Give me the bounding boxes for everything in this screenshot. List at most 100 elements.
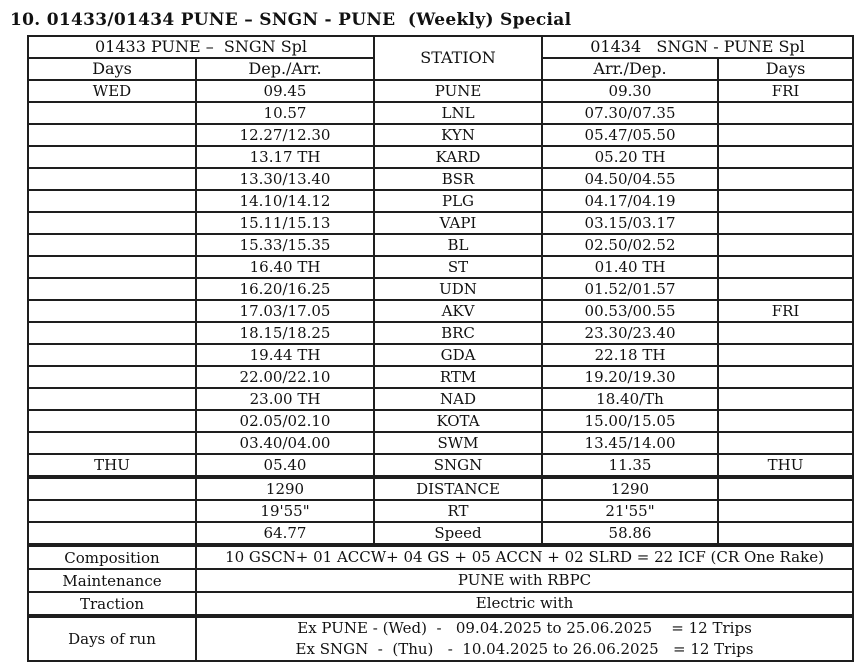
cell-arr-dep: 09.30 xyxy=(541,79,720,103)
cell-dep-arr: 64.77 xyxy=(194,521,376,546)
cell-days-outbound xyxy=(27,321,197,345)
cell-station: ST xyxy=(373,255,544,279)
info-row: Composition 10 GSCN+ 01 ACCW+ 04 GS + 05 … xyxy=(27,543,855,570)
table-row: 03.40/04.00 SWM 13.45/14.00 xyxy=(27,431,855,455)
cell-arr-dep: 07.30/07.35 xyxy=(541,101,720,125)
info-row-line: Ex PUNE - (Wed) - 09.04.2025 to 25.06.20… xyxy=(297,619,752,637)
cell-station: AKV xyxy=(373,299,544,323)
cell-dep-arr: 03.40/04.00 xyxy=(194,431,376,455)
cell-station: BL xyxy=(373,233,544,257)
cell-station: DISTANCE xyxy=(373,475,544,501)
table-row: 23.00 TH NAD 18.40/Th xyxy=(27,387,855,411)
table-row: WED 09.45 PUNE 09.30 FRI xyxy=(27,79,855,103)
cell-days-return xyxy=(717,189,855,213)
cell-station: KOTA xyxy=(373,409,544,433)
cell-days-return xyxy=(717,409,855,433)
table-row: 02.05/02.10 KOTA 15.00/15.05 xyxy=(27,409,855,433)
cell-days-outbound xyxy=(27,167,197,191)
table-row: 16.40 TH ST 01.40 TH xyxy=(27,255,855,279)
cell-arr-dep: 04.17/04.19 xyxy=(541,189,720,213)
cell-days-return xyxy=(717,145,855,169)
cell-dep-arr: 15.33/15.35 xyxy=(194,233,376,257)
cell-arr-dep: 00.53/00.55 xyxy=(541,299,720,323)
cell-station: Speed xyxy=(373,521,544,546)
cell-days-outbound xyxy=(27,123,197,147)
cell-station: BRC xyxy=(373,321,544,345)
cell-dep-arr: 15.11/15.13 xyxy=(194,211,376,235)
cell-dep-arr: 02.05/02.10 xyxy=(194,409,376,433)
cell-dep-arr: 23.00 TH xyxy=(194,387,376,411)
info-row-line: PUNE with RBPC xyxy=(457,571,592,589)
cell-dep-arr: 14.10/14.12 xyxy=(194,189,376,213)
cell-station: KARD xyxy=(373,145,544,169)
cell-days-return: FRI xyxy=(717,299,855,323)
table-row: 14.10/14.12 PLG 04.17/04.19 xyxy=(27,189,855,213)
cell-dep-arr: 16.20/16.25 xyxy=(194,277,376,301)
cell-days-return xyxy=(717,167,855,191)
col-header-dep-arr: Dep./Arr. xyxy=(194,57,376,81)
cell-days-outbound xyxy=(27,101,197,125)
info-row-line: 10 GSCN+ 01 ACCW+ 04 GS + 05 ACCN + 02 S… xyxy=(225,548,824,566)
cell-dep-arr: 13.17 TH xyxy=(194,145,376,169)
table-row: 16.20/16.25 UDN 01.52/01.57 xyxy=(27,277,855,301)
cell-days-outbound xyxy=(27,277,197,301)
table-row: 1290 DISTANCE 1290 xyxy=(27,475,855,501)
cell-days-outbound xyxy=(27,365,197,389)
info-row-label: Days of run xyxy=(27,614,197,662)
info-row-label: Traction xyxy=(27,591,197,617)
cell-station: KYN xyxy=(373,123,544,147)
cell-station: PUNE xyxy=(373,79,544,103)
cell-station: SNGN xyxy=(373,453,544,478)
cell-station: VAPI xyxy=(373,211,544,235)
cell-dep-arr: 12.27/12.30 xyxy=(194,123,376,147)
cell-days-outbound xyxy=(27,255,197,279)
station-column-header: STATION xyxy=(373,35,544,81)
cell-arr-dep: 03.15/03.17 xyxy=(541,211,720,235)
cell-arr-dep: 19.20/19.30 xyxy=(541,365,720,389)
cell-arr-dep: 04.50/04.55 xyxy=(541,167,720,191)
cell-days-outbound xyxy=(27,387,197,411)
cell-dep-arr: 05.40 xyxy=(194,453,376,478)
table-row: 13.30/13.40 BSR 04.50/04.55 xyxy=(27,167,855,191)
cell-arr-dep: 23.30/23.40 xyxy=(541,321,720,345)
cell-days-outbound xyxy=(27,521,197,546)
cell-dep-arr: 09.45 xyxy=(194,79,376,103)
page-title: 10. 01433/01434 PUNE – SNGN - PUNE (Week… xyxy=(10,10,572,30)
col-header-days-return: Days xyxy=(717,57,855,81)
cell-days-outbound xyxy=(27,299,197,323)
cell-dep-arr: 19'55" xyxy=(194,499,376,523)
cell-station: LNL xyxy=(373,101,544,125)
cell-days-outbound xyxy=(27,431,197,455)
timetable-header: 01433 PUNE – SNGN Spl STATION 01434 SNGN… xyxy=(26,35,855,81)
cell-days-return xyxy=(717,521,855,546)
table-row: 15.33/15.35 BL 02.50/02.52 xyxy=(27,233,855,257)
table-row: 13.17 TH KARD 05.20 TH xyxy=(27,145,855,169)
cell-days-return xyxy=(717,321,855,345)
cell-station: NAD xyxy=(373,387,544,411)
cell-arr-dep: 15.00/15.05 xyxy=(541,409,720,433)
cell-days-outbound xyxy=(27,499,197,523)
col-header-arr-dep: Arr./Dep. xyxy=(541,57,720,81)
cell-days-return: THU xyxy=(717,453,855,478)
cell-arr-dep: 13.45/14.00 xyxy=(541,431,720,455)
table-row: 64.77 Speed 58.86 xyxy=(27,521,855,546)
info-row-value: Ex PUNE - (Wed) - 09.04.2025 to 25.06.20… xyxy=(194,614,855,662)
info-body: Composition 10 GSCN+ 01 ACCW+ 04 GS + 05 … xyxy=(27,543,855,662)
cell-days-outbound xyxy=(27,409,197,433)
table-row: 18.15/18.25 BRC 23.30/23.40 xyxy=(27,321,855,345)
cell-days-outbound: WED xyxy=(27,79,197,103)
cell-station: RTM xyxy=(373,365,544,389)
cell-days-outbound: THU xyxy=(27,453,197,478)
cell-days-outbound xyxy=(27,343,197,367)
cell-days-return: FRI xyxy=(717,79,855,103)
cell-days-outbound xyxy=(27,233,197,257)
cell-days-outbound xyxy=(27,189,197,213)
cell-arr-dep: 22.18 TH xyxy=(541,343,720,367)
cell-days-return xyxy=(717,233,855,257)
timetable-table: 01433 PUNE – SNGN Spl STATION 01434 SNGN… xyxy=(26,35,855,662)
cell-dep-arr: 10.57 xyxy=(194,101,376,125)
cell-station: RT xyxy=(373,499,544,523)
cell-arr-dep: 11.35 xyxy=(541,453,720,478)
info-row: Maintenance PUNE with RBPC xyxy=(27,568,855,593)
